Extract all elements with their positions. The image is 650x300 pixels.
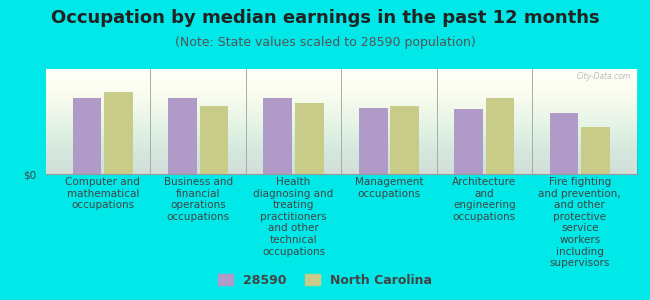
Bar (168, 98, 197, 174)
Text: Fire fighting
and prevention,
and other
protective
service
workers
including
sup: Fire fighting and prevention, and other … (538, 177, 621, 268)
Text: City-Data.com: City-Data.com (577, 72, 631, 81)
Bar (454, 109, 483, 174)
Bar (486, 98, 514, 174)
Legend: 28590, North Carolina: 28590, North Carolina (214, 270, 436, 291)
Bar (200, 106, 228, 174)
Text: Health
diagnosing and
treating
practitioners
and other
technical
occupations: Health diagnosing and treating practitio… (254, 177, 333, 256)
Bar (550, 113, 578, 174)
Bar (73, 98, 101, 174)
Text: Occupation by median earnings in the past 12 months: Occupation by median earnings in the pas… (51, 9, 599, 27)
Bar (359, 108, 387, 174)
Bar (263, 98, 292, 174)
Text: Architecture
and
engineering
occupations: Architecture and engineering occupations (452, 177, 516, 222)
Bar (104, 92, 133, 174)
Bar (581, 127, 610, 174)
Bar (295, 103, 324, 174)
Text: Business and
financial
operations
occupations: Business and financial operations occupa… (164, 177, 233, 222)
Text: (Note: State values scaled to 28590 population): (Note: State values scaled to 28590 popu… (175, 36, 475, 49)
Text: Management
occupations: Management occupations (355, 177, 423, 199)
Text: Computer and
mathematical
occupations: Computer and mathematical occupations (65, 177, 140, 210)
Bar (391, 106, 419, 174)
